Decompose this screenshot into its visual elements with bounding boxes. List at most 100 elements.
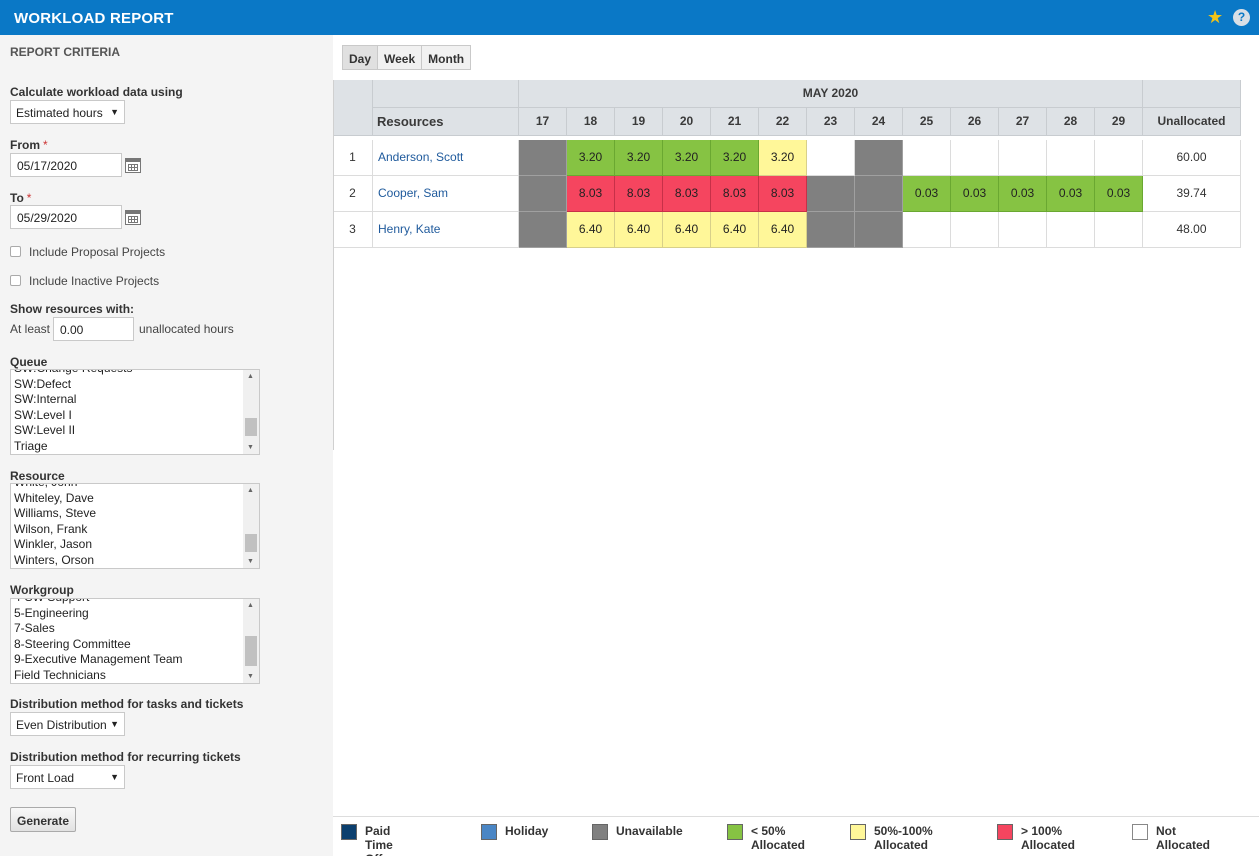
from-date-input[interactable]: 05/17/2020: [10, 153, 122, 177]
to-date-input[interactable]: 05/29/2020: [10, 205, 122, 229]
resource-option[interactable]: Wilson, Frank: [14, 521, 88, 536]
dist-tasks-select[interactable]: Even Distribution ▼: [10, 712, 125, 736]
scroll-down-icon[interactable]: ▼: [247, 558, 254, 565]
help-icon[interactable]: ?: [1233, 9, 1250, 26]
allocation-cell[interactable]: [519, 212, 567, 248]
legend-swatch: [997, 824, 1013, 840]
allocation-cell[interactable]: 8.03: [615, 176, 663, 212]
include-inactive-checkbox[interactable]: [10, 275, 21, 286]
allocation-cell[interactable]: 0.03: [951, 176, 999, 212]
allocation-cell[interactable]: [807, 140, 855, 176]
allocation-cell[interactable]: 6.40: [759, 212, 807, 248]
allocation-cell[interactable]: [1047, 140, 1095, 176]
allocation-cell[interactable]: [951, 140, 999, 176]
at-least-input[interactable]: 0.00: [53, 317, 134, 341]
dist-recurring-select[interactable]: Front Load ▼: [10, 765, 125, 789]
tab-month[interactable]: Month: [421, 45, 472, 70]
queue-option[interactable]: Triage: [14, 438, 48, 453]
workgroup-option[interactable]: 8-Steering Committee: [14, 636, 131, 651]
scrollbar[interactable]: ▲ ▼: [243, 599, 259, 683]
allocation-cell[interactable]: 8.03: [663, 176, 711, 212]
allocation-cell[interactable]: 8.03: [711, 176, 759, 212]
allocation-cell[interactable]: [855, 176, 903, 212]
scroll-up-icon[interactable]: ▲: [247, 373, 254, 380]
tab-day[interactable]: Day: [342, 45, 379, 70]
scroll-down-icon[interactable]: ▼: [247, 444, 254, 451]
allocation-cell[interactable]: 0.03: [1047, 176, 1095, 212]
calc-select[interactable]: Estimated hours ▼: [10, 100, 125, 124]
queue-listbox[interactable]: SW:Change RequestsSW:DefectSW:InternalSW…: [10, 369, 260, 455]
allocation-cell[interactable]: [951, 212, 999, 248]
resource-option[interactable]: Whiteley, Dave: [14, 490, 94, 505]
resource-option[interactable]: Winkler, Jason: [14, 537, 93, 551]
scroll-up-icon[interactable]: ▲: [247, 602, 254, 609]
tab-week[interactable]: Week: [377, 45, 423, 70]
calendar-icon[interactable]: [125, 210, 141, 225]
allocation-cell[interactable]: [1047, 212, 1095, 248]
allocation-cell[interactable]: [903, 212, 951, 248]
dist-tasks-value: Even Distribution: [16, 718, 107, 732]
scroll-down-icon[interactable]: ▼: [247, 673, 254, 680]
allocation-cell[interactable]: [807, 176, 855, 212]
allocation-cell[interactable]: [855, 140, 903, 176]
resource-link[interactable]: Cooper, Sam: [373, 176, 519, 212]
include-proposal-checkbox[interactable]: [10, 246, 21, 257]
allocation-cell[interactable]: 3.20: [663, 140, 711, 176]
title-bar: WORKLOAD REPORT ★ ?: [0, 0, 1259, 35]
calendar-icon[interactable]: [125, 158, 141, 173]
favorite-star-icon[interactable]: ★: [1207, 7, 1224, 27]
allocation-cell[interactable]: 6.40: [711, 212, 759, 248]
scroll-thumb[interactable]: [245, 418, 257, 436]
calc-select-value: Estimated hours: [16, 106, 103, 120]
scroll-thumb[interactable]: [245, 636, 257, 666]
allocation-cell[interactable]: [1095, 212, 1143, 248]
allocation-cell[interactable]: 6.40: [663, 212, 711, 248]
queue-option[interactable]: SW:Internal: [14, 392, 77, 406]
allocation-cell[interactable]: [999, 212, 1047, 248]
legend-swatch: [1132, 824, 1148, 840]
allocation-cell[interactable]: 3.20: [615, 140, 663, 176]
allocation-cell[interactable]: 0.03: [903, 176, 951, 212]
criteria-heading: REPORT CRITERIA: [10, 45, 121, 59]
allocation-cell[interactable]: 8.03: [759, 176, 807, 212]
allocation-cell[interactable]: 6.40: [567, 212, 615, 248]
allocation-cell[interactable]: [855, 212, 903, 248]
day-header: 25: [903, 108, 951, 136]
queue-option[interactable]: SW:Level I: [14, 407, 72, 422]
scroll-thumb[interactable]: [245, 534, 257, 552]
resource-option[interactable]: White, John: [14, 484, 241, 491]
allocation-cell[interactable]: 6.40: [615, 212, 663, 248]
allocation-cell[interactable]: 0.03: [999, 176, 1047, 212]
allocation-cell[interactable]: 3.20: [759, 140, 807, 176]
scrollbar[interactable]: ▲ ▼: [243, 484, 259, 568]
allocation-cell[interactable]: [807, 212, 855, 248]
allocation-cell[interactable]: 0.03: [1095, 176, 1143, 212]
workgroup-option[interactable]: Field Technicians: [14, 667, 106, 682]
allocation-cell[interactable]: 8.03: [567, 176, 615, 212]
allocation-cell[interactable]: 3.20: [711, 140, 759, 176]
resource-option[interactable]: Winters, Orson: [14, 552, 95, 567]
allocation-cell[interactable]: [999, 140, 1047, 176]
generate-button[interactable]: Generate: [10, 807, 76, 832]
allocation-cell[interactable]: [903, 140, 951, 176]
workgroup-option[interactable]: 4-SW Support: [14, 599, 241, 606]
allocation-cell[interactable]: 3.20: [567, 140, 615, 176]
scroll-up-icon[interactable]: ▲: [247, 487, 254, 494]
resource-link[interactable]: Henry, Kate: [373, 212, 519, 248]
workgroup-option[interactable]: 9-Executive Management Team: [14, 652, 183, 666]
resource-link[interactable]: Anderson, Scott: [373, 140, 519, 176]
allocation-cell[interactable]: [519, 140, 567, 176]
legend-swatch: [481, 824, 497, 840]
queue-option[interactable]: SW:Level II: [14, 423, 76, 437]
workgroup-option[interactable]: 7-Sales: [14, 621, 55, 635]
workgroup-listbox[interactable]: 4-SW Support5-Engineering7-Sales8-Steeri…: [10, 598, 260, 684]
workgroup-option[interactable]: 5-Engineering: [14, 605, 89, 620]
queue-option[interactable]: SW:Defect: [14, 376, 72, 391]
allocation-cell[interactable]: [519, 176, 567, 212]
resource-option[interactable]: Williams, Steve: [14, 506, 97, 520]
queue-option[interactable]: SW:Change Requests: [14, 370, 241, 377]
scrollbar[interactable]: ▲ ▼: [243, 370, 259, 454]
queue-label: Queue: [10, 355, 48, 369]
allocation-cell[interactable]: [1095, 140, 1143, 176]
